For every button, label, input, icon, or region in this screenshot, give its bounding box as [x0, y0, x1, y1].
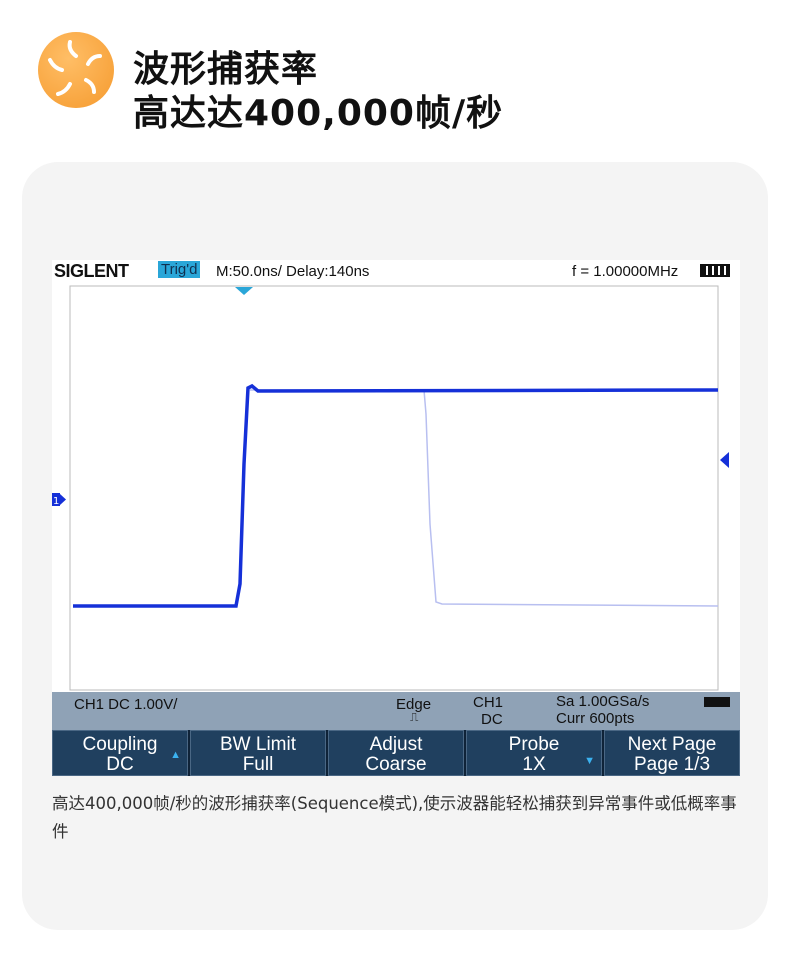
trigger-coupling: DC [481, 711, 503, 728]
probe-softkey[interactable]: Probe 1X ▼ [466, 730, 602, 776]
brand-logo: SIGLENT [54, 261, 129, 281]
down-arrow-icon: ▼ [584, 755, 595, 767]
trigger-position-marker [235, 287, 253, 295]
rising-edge-icon: ⎍ [410, 710, 419, 724]
title-line-1: 波形捕获率 [133, 49, 319, 90]
channel-1-marker [52, 493, 60, 506]
softkey-bar: Coupling DC ▲ BW Limit Full Adjust Coarse Pr… [52, 730, 740, 776]
status-bar: CH1 DC 1.00V/ Edge ⎍ CH1 DC Sa 1.00GSa/s… [52, 692, 740, 730]
usb-icon [704, 697, 730, 707]
trigger-source: CH1 [473, 694, 504, 711]
trigger-level-marker [720, 452, 729, 468]
trigger-status: Trig'd [158, 261, 201, 278]
plot-border [69, 285, 719, 691]
main-trace [73, 383, 719, 608]
battery-icon [700, 264, 730, 277]
trigger-type: Edge [396, 696, 432, 713]
caption: 高达400,000帧/秒的波形捕获率(Sequence模式),使示波器能轻松捕获… [52, 794, 737, 841]
bw-limit-softkey[interactable]: BW Limit Full [190, 730, 326, 776]
memory-depth: Curr 600pts [556, 710, 635, 727]
coupling-softkey[interactable]: Coupling DC ▲ [52, 730, 188, 776]
sample-rate: Sa 1.00GSa/s [556, 693, 650, 710]
next-page-softkey[interactable]: Next Page Page 1/3 [604, 730, 740, 776]
scope-header: SIGLENT Trig'd M:50.0ns/ Delay:140ns f =… [52, 260, 740, 284]
title-line-2: 高达达400,000帧/秒 [133, 93, 504, 134]
channel-1-label: 1 [53, 496, 59, 507]
frequency-readout: f = 1.00000MHz [572, 263, 679, 280]
swirl-logo-icon [38, 32, 114, 108]
up-arrow-icon: ▲ [170, 749, 181, 761]
adjust-softkey[interactable]: Adjust Coarse [328, 730, 464, 776]
channel-setting: CH1 DC 1.00V/ [74, 696, 178, 713]
oscilloscope-screen: SIGLENT Trig'd M:50.0ns/ Delay:140ns f =… [52, 260, 740, 776]
timebase: M:50.0ns/ Delay:140ns [216, 263, 370, 280]
waveform-plot: 1 [52, 285, 729, 691]
